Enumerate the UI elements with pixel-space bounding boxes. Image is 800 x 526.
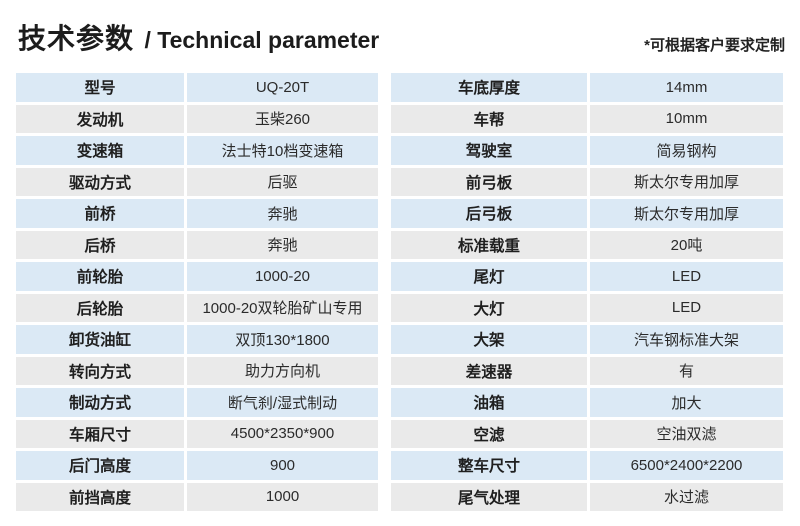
param-value: 玉柴260	[187, 104, 378, 133]
table-row: 卸货油缸 双顶130*1800	[16, 325, 378, 354]
param-value: 20吨	[590, 230, 783, 259]
table-row: 前轮胎 1000-20	[16, 262, 378, 291]
param-label: 驱动方式	[16, 167, 184, 196]
spec-table-right: 车底厚度 14mm 车帮 10mm 驾驶室 简易钢构 前弓板 斯太尔专用加厚 后…	[391, 73, 783, 511]
param-label: 驾驶室	[391, 136, 587, 165]
param-value: 断气刹/湿式制动	[187, 388, 378, 417]
param-value: 1000-20双轮胎矿山专用	[187, 293, 378, 322]
table-row: 后桥 奔驰	[16, 230, 378, 259]
param-label: 油箱	[391, 388, 587, 417]
table-row: 前桥 奔驰	[16, 199, 378, 228]
param-value: 斯太尔专用加厚	[590, 167, 783, 196]
table-row: 车厢尺寸 4500*2350*900	[16, 419, 378, 448]
param-value: 4500*2350*900	[187, 419, 378, 448]
param-value: LED	[590, 293, 783, 322]
param-value: 斯太尔专用加厚	[590, 199, 783, 228]
param-value: 10mm	[590, 104, 783, 133]
param-value: 水过滤	[590, 482, 783, 511]
param-value: 双顶130*1800	[187, 325, 378, 354]
param-label: 前桥	[16, 199, 184, 228]
customization-note: *可根据客户要求定制	[644, 37, 785, 54]
table-row: 前弓板 斯太尔专用加厚	[391, 167, 783, 196]
param-label: 转向方式	[16, 356, 184, 385]
param-label: 后桥	[16, 230, 184, 259]
param-value: 奔驰	[187, 230, 378, 259]
table-row: 尾灯 LED	[391, 262, 783, 291]
param-label: 大灯	[391, 293, 587, 322]
table-row: 油箱 加大	[391, 388, 783, 417]
param-label: 车厢尺寸	[16, 419, 184, 448]
header: 技术参数 / Technical parameter *可根据客户要求定制	[0, 0, 800, 57]
spec-table-left: 型号 UQ-20T 发动机 玉柴260 变速箱 法士特10档变速箱 驱动方式 后…	[16, 73, 378, 511]
table-row: 车底厚度 14mm	[391, 73, 783, 102]
param-value: UQ-20T	[187, 73, 378, 102]
table-row: 车帮 10mm	[391, 104, 783, 133]
table-row: 标准载重 20吨	[391, 230, 783, 259]
table-row: 大灯 LED	[391, 293, 783, 322]
param-label: 前弓板	[391, 167, 587, 196]
table-row: 制动方式 断气刹/湿式制动	[16, 388, 378, 417]
param-label: 发动机	[16, 104, 184, 133]
param-label: 前挡高度	[16, 482, 184, 511]
param-value: 后驱	[187, 167, 378, 196]
param-value: 奔驰	[187, 199, 378, 228]
table-row: 大架 汽车钢标准大架	[391, 325, 783, 354]
param-value: 法士特10档变速箱	[187, 136, 378, 165]
table-row: 差速器 有	[391, 356, 783, 385]
table-row: 型号 UQ-20T	[16, 73, 378, 102]
page-title-zh: 技术参数	[18, 23, 135, 54]
param-label: 尾气处理	[391, 482, 587, 511]
param-value: LED	[590, 262, 783, 291]
page-title-en: / Technical parameter	[144, 27, 380, 53]
param-label: 制动方式	[16, 388, 184, 417]
param-value: 6500*2400*2200	[590, 451, 783, 480]
param-value: 汽车钢标准大架	[590, 325, 783, 354]
param-label: 前轮胎	[16, 262, 184, 291]
table-row: 发动机 玉柴260	[16, 104, 378, 133]
table-row: 转向方式 助力方向机	[16, 356, 378, 385]
param-label: 后门高度	[16, 451, 184, 480]
param-label: 整车尺寸	[391, 451, 587, 480]
param-label: 标准载重	[391, 230, 587, 259]
table-row: 尾气处理 水过滤	[391, 482, 783, 511]
param-label: 型号	[16, 73, 184, 102]
table-row: 空滤 空油双滤	[391, 419, 783, 448]
param-label: 卸货油缸	[16, 325, 184, 354]
param-value: 14mm	[590, 73, 783, 102]
param-label: 后轮胎	[16, 293, 184, 322]
param-value: 900	[187, 451, 378, 480]
param-value: 加大	[590, 388, 783, 417]
param-label: 变速箱	[16, 136, 184, 165]
param-label: 差速器	[391, 356, 587, 385]
param-label: 车帮	[391, 104, 587, 133]
table-row: 前挡高度 1000	[16, 482, 378, 511]
table-row: 驱动方式 后驱	[16, 167, 378, 196]
table-row: 后弓板 斯太尔专用加厚	[391, 199, 783, 228]
table-row: 驾驶室 简易钢构	[391, 136, 783, 165]
page-title: 技术参数 / Technical parameter	[18, 17, 379, 57]
param-label: 尾灯	[391, 262, 587, 291]
param-value: 1000	[187, 482, 378, 511]
param-label: 车底厚度	[391, 73, 587, 102]
param-value: 助力方向机	[187, 356, 378, 385]
param-value: 1000-20	[187, 262, 378, 291]
table-row: 变速箱 法士特10档变速箱	[16, 136, 378, 165]
param-label: 空滤	[391, 419, 587, 448]
table-row: 后轮胎 1000-20双轮胎矿山专用	[16, 293, 378, 322]
table-row: 整车尺寸 6500*2400*2200	[391, 451, 783, 480]
param-value: 简易钢构	[590, 136, 783, 165]
param-value: 有	[590, 356, 783, 385]
param-label: 大架	[391, 325, 587, 354]
spec-tables: 型号 UQ-20T 发动机 玉柴260 变速箱 法士特10档变速箱 驱动方式 后…	[0, 73, 800, 511]
param-label: 后弓板	[391, 199, 587, 228]
param-value: 空油双滤	[590, 419, 783, 448]
table-row: 后门高度 900	[16, 451, 378, 480]
